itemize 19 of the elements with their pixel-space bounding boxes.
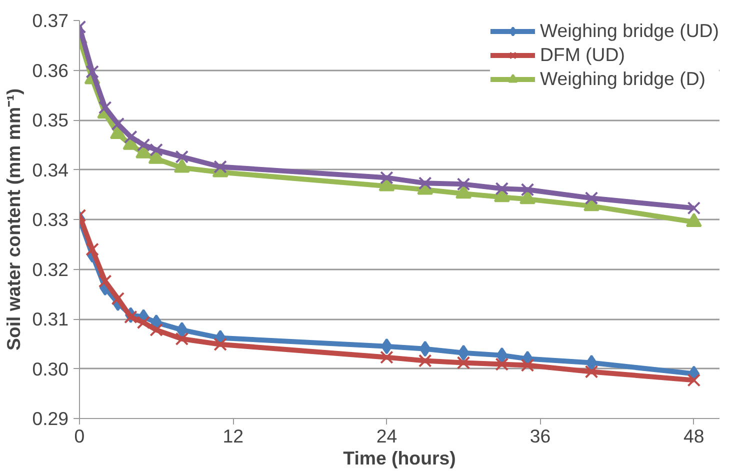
x-tick-label: 36 [530, 426, 551, 446]
y-tick-label: 0.35 [32, 110, 68, 130]
x-axis-title: Time (hours) [343, 448, 456, 468]
y-tick-label: 0.37 [32, 10, 68, 31]
legend-label: Weighing bridge (UD) [540, 20, 719, 42]
y-tick-label: 0.36 [32, 60, 68, 81]
legend-label: Weighing bridge (D) [540, 68, 706, 90]
y-tick-label: 0.32 [32, 258, 68, 280]
x-tick-label: 12 [222, 426, 244, 446]
legend-label: DFM (UD) [540, 44, 625, 66]
x-tick-label: 0 [74, 426, 85, 446]
x-tick-label: 24 [376, 426, 398, 446]
y-tick-label: 0.34 [32, 159, 68, 180]
y-tick-label: 0.33 [32, 209, 68, 230]
y-tick-label: 0.31 [32, 308, 68, 330]
y-tick-label: 0.29 [32, 408, 68, 429]
x-tick-label: 48 [684, 426, 704, 446]
y-tick-label: 0.30 [32, 358, 68, 380]
y-axis-title: Soil water content (mm mm⁻¹) [3, 88, 24, 351]
